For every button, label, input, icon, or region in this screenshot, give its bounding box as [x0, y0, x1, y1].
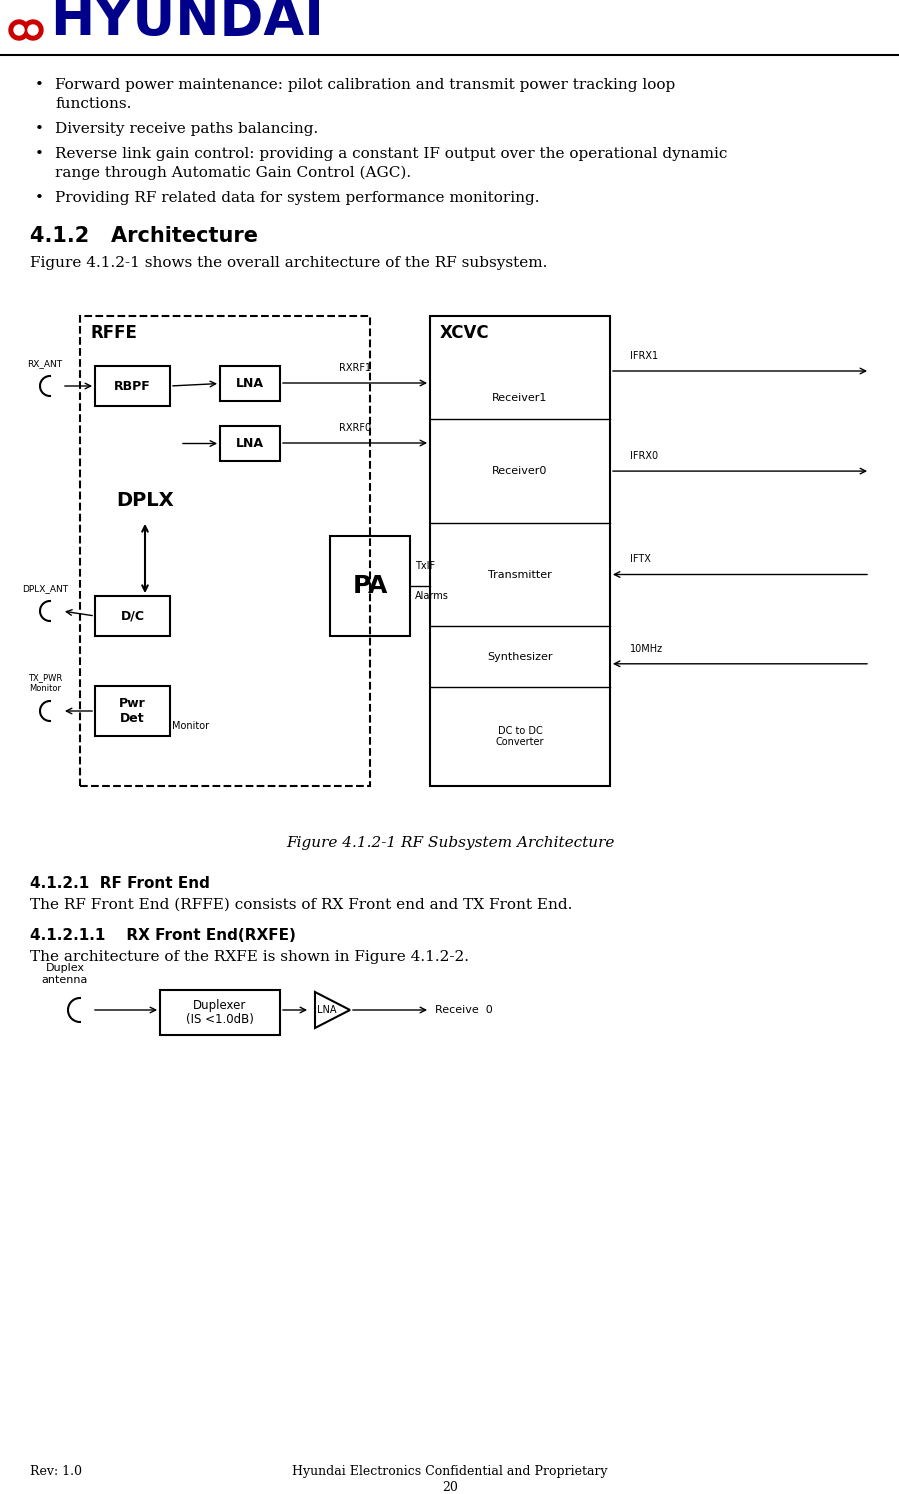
Text: RFFE: RFFE [90, 324, 137, 342]
Text: Duplexer
(IS <1.0dB): Duplexer (IS <1.0dB) [186, 998, 254, 1026]
Text: IFTX: IFTX [630, 554, 651, 565]
Text: XCVC: XCVC [440, 324, 490, 342]
Text: •: • [35, 123, 44, 136]
Circle shape [28, 25, 38, 34]
Text: RXRF1: RXRF1 [339, 363, 371, 374]
Text: LNA: LNA [236, 438, 264, 450]
Text: Pwr
Det: Pwr Det [120, 698, 146, 725]
Text: •: • [35, 78, 44, 93]
Text: 4.1.2.1.1    RX Front End(RXFE): 4.1.2.1.1 RX Front End(RXFE) [30, 928, 296, 943]
Text: Providing RF related data for system performance monitoring.: Providing RF related data for system per… [55, 191, 539, 205]
Text: range through Automatic Gain Control (AGC).: range through Automatic Gain Control (AG… [55, 166, 411, 181]
Text: Rev: 1.0: Rev: 1.0 [30, 1466, 82, 1478]
Text: Receiver1: Receiver1 [493, 393, 547, 403]
Text: Reverse link gain control: providing a constant IF output over the operational d: Reverse link gain control: providing a c… [55, 146, 727, 161]
Text: •: • [35, 191, 44, 205]
Text: RBPF: RBPF [114, 379, 151, 393]
Text: Receive  0: Receive 0 [435, 1005, 493, 1014]
Text: HYUNDAI: HYUNDAI [50, 0, 324, 46]
Circle shape [23, 19, 43, 40]
Text: Synthesizer: Synthesizer [487, 651, 553, 662]
Text: Diversity receive paths balancing.: Diversity receive paths balancing. [55, 123, 318, 136]
Text: DPLX: DPLX [116, 492, 174, 511]
Text: IFRX0: IFRX0 [630, 451, 658, 462]
Text: LNA: LNA [317, 1005, 337, 1014]
Circle shape [14, 25, 24, 34]
Text: 4.1.2.1  RF Front End: 4.1.2.1 RF Front End [30, 875, 209, 890]
Text: Figure 4.1.2-1 shows the overall architecture of the RF subsystem.: Figure 4.1.2-1 shows the overall archite… [30, 255, 547, 270]
Text: D/C: D/C [120, 610, 145, 623]
Text: DPLX_ANT: DPLX_ANT [22, 584, 68, 593]
Text: Duplex
antenna: Duplex antenna [42, 964, 88, 985]
Text: The RF Front End (RFFE) consists of RX Front end and TX Front End.: The RF Front End (RFFE) consists of RX F… [30, 898, 573, 911]
Text: 10MHz: 10MHz [630, 644, 663, 654]
Text: TX_PWR
Monitor: TX_PWR Monitor [28, 674, 62, 693]
Text: 4.1.2   Architecture: 4.1.2 Architecture [30, 226, 258, 247]
Text: •: • [35, 146, 44, 161]
Text: 20: 20 [442, 1481, 458, 1494]
Text: TxIF: TxIF [415, 562, 435, 571]
Text: Transmitter: Transmitter [488, 569, 552, 580]
Text: IFRX1: IFRX1 [630, 351, 658, 362]
Text: DC to DC
Converter: DC to DC Converter [495, 726, 544, 747]
Text: PA: PA [352, 574, 387, 598]
Text: Hyundai Electronics Confidential and Proprietary: Hyundai Electronics Confidential and Pro… [292, 1466, 608, 1478]
Text: The architecture of the RXFE is shown in Figure 4.1.2-2.: The architecture of the RXFE is shown in… [30, 950, 469, 964]
Text: RXRF0: RXRF0 [339, 423, 371, 433]
Text: RX_ANT: RX_ANT [28, 359, 63, 368]
Text: Forward power maintenance: pilot calibration and transmit power tracking loop: Forward power maintenance: pilot calibra… [55, 78, 675, 93]
Text: Alarms: Alarms [415, 592, 449, 601]
Text: LNA: LNA [236, 376, 264, 390]
Text: Receiver0: Receiver0 [493, 466, 547, 477]
Text: functions.: functions. [55, 97, 131, 111]
Circle shape [9, 19, 29, 40]
Text: Figure 4.1.2-1 RF Subsystem Architecture: Figure 4.1.2-1 RF Subsystem Architecture [286, 837, 614, 850]
Text: Monitor: Monitor [172, 722, 209, 731]
